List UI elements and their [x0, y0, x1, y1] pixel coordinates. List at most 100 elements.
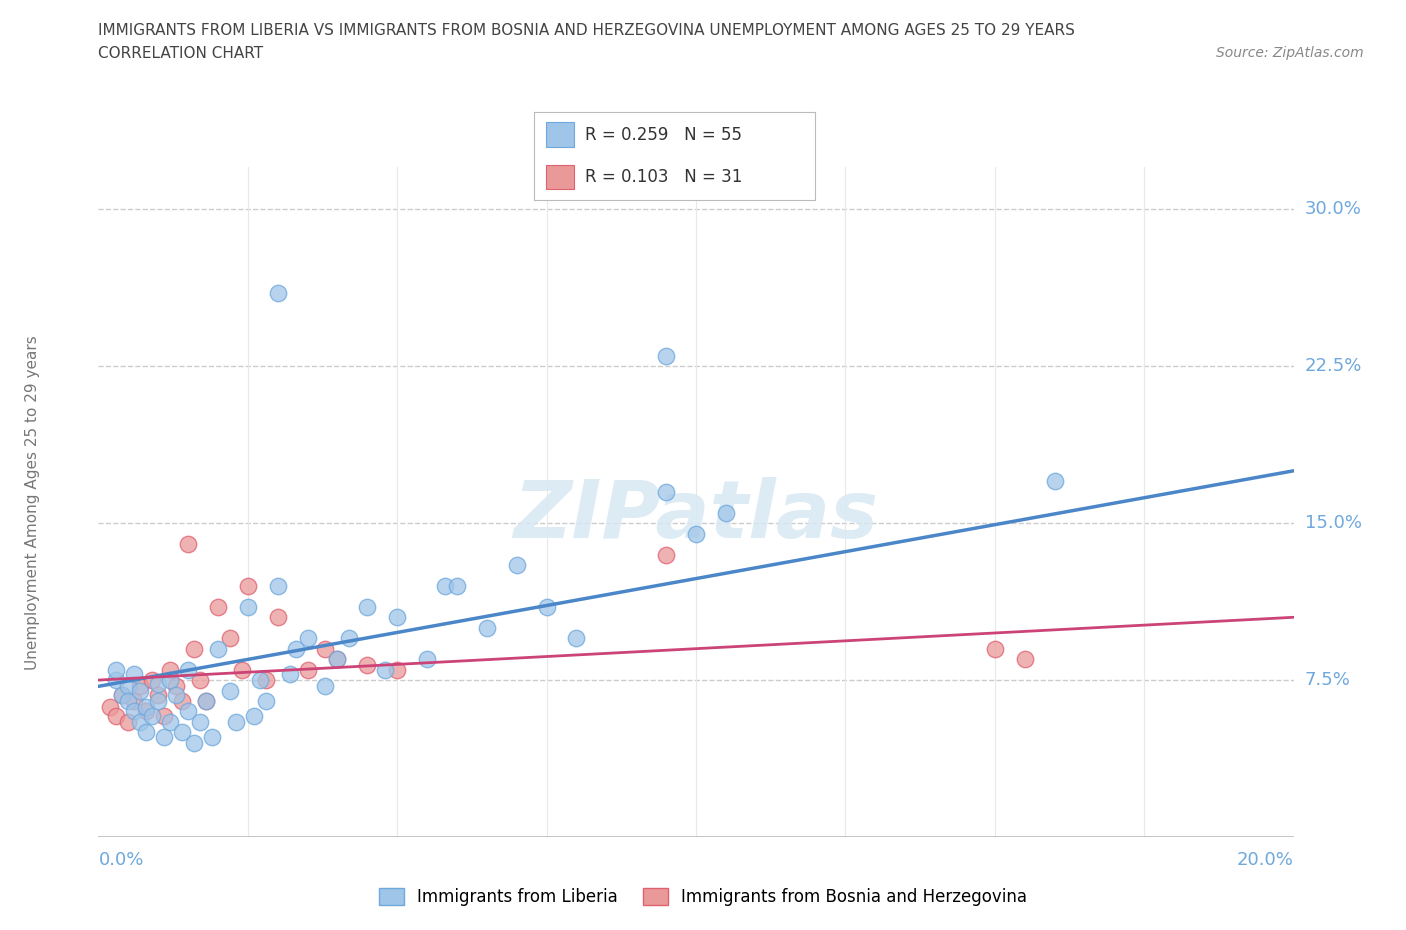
Point — [1043, 474, 1066, 489]
Point — [105, 672, 128, 687]
Text: 22.5%: 22.5% — [1305, 357, 1362, 375]
Point — [207, 642, 229, 657]
Point — [111, 687, 134, 702]
Text: CORRELATION CHART: CORRELATION CHART — [98, 46, 263, 61]
Text: ZIPatlas: ZIPatlas — [513, 476, 879, 554]
Point — [356, 600, 378, 615]
Point — [111, 687, 134, 702]
Legend: Immigrants from Liberia, Immigrants from Bosnia and Herzegovina: Immigrants from Liberia, Immigrants from… — [373, 881, 1033, 912]
Point — [129, 683, 152, 698]
Point — [225, 714, 247, 729]
Point — [374, 662, 396, 677]
Text: 7.5%: 7.5% — [1305, 671, 1351, 689]
Bar — [546, 122, 574, 147]
Point — [655, 547, 678, 562]
Point — [278, 666, 301, 681]
Text: 0.0%: 0.0% — [98, 851, 143, 870]
Text: 15.0%: 15.0% — [1305, 514, 1361, 532]
Point — [236, 578, 259, 593]
Point — [117, 679, 139, 694]
Point — [326, 652, 349, 667]
Point — [148, 677, 170, 692]
Text: R = 0.103   N = 31: R = 0.103 N = 31 — [585, 168, 742, 186]
Point — [475, 620, 498, 635]
Point — [177, 662, 200, 677]
Point — [183, 736, 205, 751]
Text: IMMIGRANTS FROM LIBERIA VS IMMIGRANTS FROM BOSNIA AND HERZEGOVINA UNEMPLOYMENT A: IMMIGRANTS FROM LIBERIA VS IMMIGRANTS FR… — [98, 23, 1076, 38]
Point — [207, 600, 229, 615]
Point — [416, 652, 439, 667]
Point — [655, 349, 678, 364]
Point — [339, 631, 360, 645]
Point — [98, 700, 122, 715]
Point — [297, 631, 319, 645]
Point — [124, 704, 146, 719]
Point — [254, 694, 277, 709]
Point — [236, 600, 259, 615]
Point — [117, 714, 139, 729]
Point — [243, 709, 266, 724]
Point — [105, 662, 128, 677]
Point — [129, 679, 152, 694]
Point — [219, 631, 242, 645]
Point — [165, 687, 187, 702]
Point — [201, 729, 224, 744]
Point — [434, 578, 457, 593]
Text: Unemployment Among Ages 25 to 29 years: Unemployment Among Ages 25 to 29 years — [25, 335, 41, 670]
Point — [159, 662, 181, 677]
Point — [188, 672, 211, 687]
Point — [172, 725, 194, 740]
Point — [148, 694, 170, 709]
Point — [714, 505, 737, 520]
Point — [117, 694, 139, 709]
Point — [188, 714, 211, 729]
Point — [685, 526, 707, 541]
Point — [141, 709, 163, 724]
Point — [172, 694, 194, 709]
Point — [326, 652, 349, 667]
Point — [129, 714, 152, 729]
Point — [536, 600, 558, 615]
Point — [124, 666, 146, 681]
Point — [385, 662, 409, 677]
Point — [315, 642, 337, 657]
Point — [135, 700, 157, 715]
Point — [105, 709, 128, 724]
Point — [565, 631, 588, 645]
Point — [124, 694, 146, 709]
Point — [159, 714, 181, 729]
Point — [194, 694, 218, 709]
Point — [135, 725, 157, 740]
Point — [249, 672, 271, 687]
Point — [177, 704, 200, 719]
Point — [231, 662, 253, 677]
Point — [267, 286, 290, 300]
Point — [506, 558, 529, 573]
Point — [194, 694, 218, 709]
Point — [267, 610, 290, 625]
Text: 20.0%: 20.0% — [1237, 851, 1294, 870]
Text: R = 0.259   N = 55: R = 0.259 N = 55 — [585, 126, 742, 143]
Point — [159, 672, 181, 687]
Point — [284, 642, 307, 657]
Point — [655, 485, 678, 499]
Point — [183, 642, 205, 657]
Point — [315, 679, 337, 694]
Text: Source: ZipAtlas.com: Source: ZipAtlas.com — [1216, 46, 1364, 60]
Point — [446, 578, 468, 593]
Point — [983, 642, 1005, 657]
Point — [297, 662, 319, 677]
Point — [385, 610, 409, 625]
Point — [141, 672, 163, 687]
Point — [135, 704, 157, 719]
Point — [1014, 652, 1036, 667]
Point — [165, 679, 187, 694]
Point — [254, 672, 277, 687]
Point — [148, 687, 170, 702]
Text: 30.0%: 30.0% — [1305, 200, 1361, 219]
Point — [153, 709, 176, 724]
Point — [356, 658, 378, 673]
Point — [177, 537, 200, 551]
Point — [267, 578, 290, 593]
Point — [219, 683, 242, 698]
